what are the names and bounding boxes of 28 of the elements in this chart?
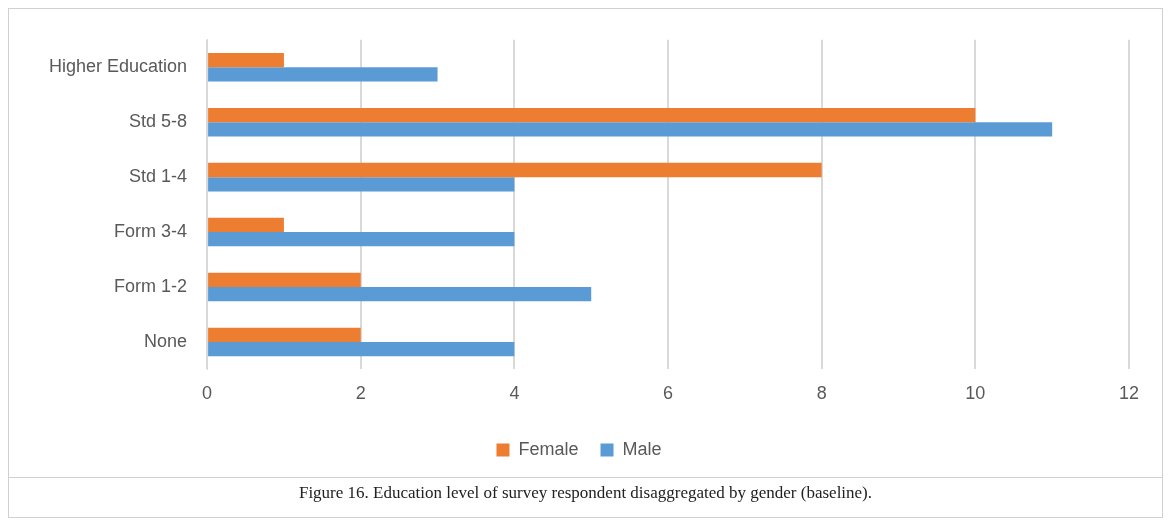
y-tick-label: None bbox=[144, 330, 188, 351]
y-tick-label: Higher Education bbox=[48, 56, 188, 77]
bar bbox=[208, 52, 284, 68]
bar bbox=[208, 67, 438, 82]
bar bbox=[208, 341, 515, 357]
x-tick-label: 2 bbox=[355, 383, 366, 404]
y-tick-label: Form 1-2 bbox=[114, 275, 188, 296]
legend-label: Female bbox=[518, 438, 579, 459]
x-tick-label: 8 bbox=[816, 383, 827, 404]
bar bbox=[208, 122, 1053, 137]
x-tick-label: 4 bbox=[509, 383, 520, 404]
x-tick-label: 6 bbox=[663, 383, 674, 404]
bar bbox=[208, 217, 284, 233]
bar bbox=[208, 287, 592, 302]
bar bbox=[208, 107, 976, 123]
bar bbox=[208, 162, 822, 178]
y-tick-label: Form 3-4 bbox=[114, 221, 188, 242]
bar bbox=[208, 327, 361, 342]
x-tick-label: 12 bbox=[1118, 383, 1140, 404]
y-tick-label: Std 1-4 bbox=[129, 166, 188, 187]
x-tick-label: 0 bbox=[202, 383, 213, 404]
caption: Figure 16. Education level of survey respondent disaggregated by gender (baseline). bbox=[297, 482, 874, 504]
x-tick-label: 10 bbox=[965, 383, 986, 404]
bar bbox=[208, 177, 515, 192]
legend-label: Male bbox=[622, 438, 662, 459]
y-tick-label: Std 5-8 bbox=[129, 111, 188, 132]
bar bbox=[208, 232, 515, 247]
bar bbox=[208, 272, 361, 287]
